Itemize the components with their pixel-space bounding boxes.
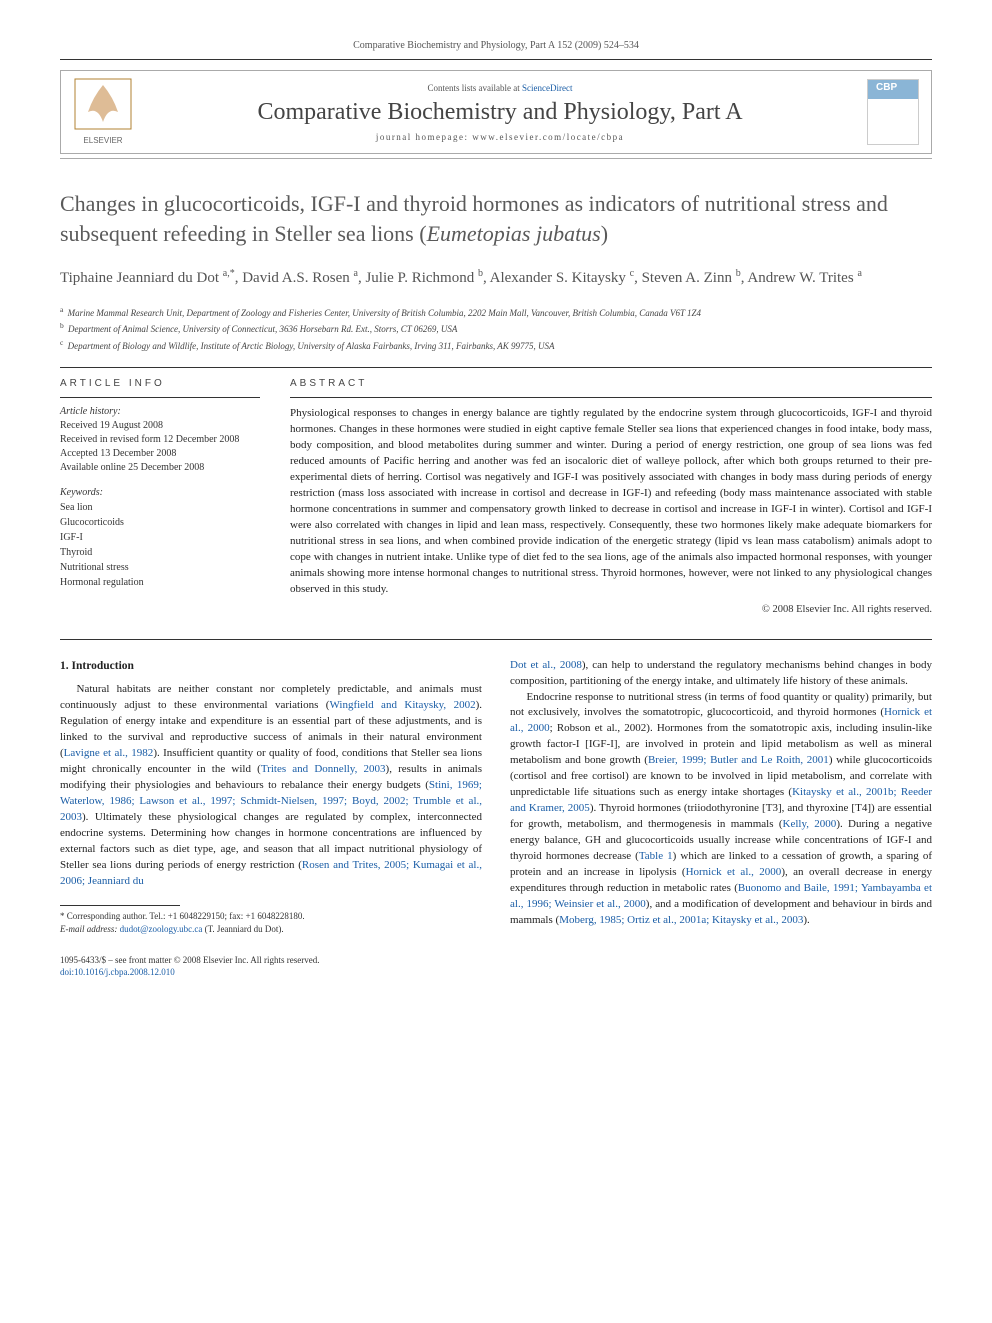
citation-link[interactable]: Hornick et al., 2000 [510,706,932,734]
info-abstract-row: ARTICLE INFO Article history: Received 1… [60,378,932,614]
citation-link[interactable]: Stini, 1969; Waterlow, 1986; Lawson et a… [60,779,482,823]
history-text: Received 19 August 2008Received in revis… [60,419,260,475]
author-list: Tiphaine Jeanniard du Dot a,*, David A.S… [60,266,932,290]
contents-prefix: Contents lists available at [428,83,522,93]
corresponding-footnote: * Corresponding author. Tel.: +1 6048229… [60,910,482,935]
citation-link[interactable]: Trites and Donnelly, 2003 [261,763,386,775]
article-info-heading: ARTICLE INFO [60,378,260,389]
intro-para-2: Endocrine response to nutritional stress… [510,690,932,929]
keywords-heading: Keywords: [60,487,260,498]
intro-heading: 1. Introduction [60,658,482,675]
citation-link[interactable]: Buonomo and Baile, 1991; Yambayamba et a… [510,882,932,910]
affiliation-a: a Marine Mammal Research Unit, Departmen… [60,304,932,321]
abstract-text: Physiological responses to changes in en… [290,406,932,597]
elsevier-logo: ELSEVIER [73,82,133,142]
abstract: ABSTRACT Physiological responses to chan… [290,378,932,614]
title-text-post: ) [601,221,608,246]
running-head: Comparative Biochemistry and Physiology,… [60,40,932,51]
body-col-right: Dot et al., 2008), can help to understan… [510,658,932,979]
info-subrule [60,397,260,398]
masthead-center: Contents lists available at ScienceDirec… [133,83,867,142]
affiliation-c: c Department of Biology and Wildlife, In… [60,337,932,354]
journal-title: Comparative Biochemistry and Physiology,… [133,99,867,126]
abstract-subrule [290,397,932,398]
history-heading: Article history: [60,406,260,417]
journal-homepage: journal homepage: www.elsevier.com/locat… [133,132,867,142]
citation-link[interactable]: Kelly, 2000 [783,818,837,830]
citation-link[interactable]: Table 1 [639,850,673,862]
keywords-list: Sea lionGlucocorticoidsIGF-IThyroidNutri… [60,500,260,590]
top-rule [60,59,932,60]
email-label: E-mail address: [60,924,117,934]
abstract-copyright: © 2008 Elsevier Inc. All rights reserved… [290,604,932,615]
title-species: Eumetopias jubatus [427,221,601,246]
citation-link[interactable]: Kitaysky et al., 2001b; Reeder and Krame… [510,786,932,814]
body-col-left: 1. Introduction Natural habitats are nei… [60,658,482,979]
article-title: Changes in glucocorticoids, IGF-I and th… [60,189,932,248]
footnote-rule [60,905,180,906]
body-rule [60,639,932,640]
info-rule [60,367,932,368]
citation-link[interactable]: Lavigne et al., 1982 [64,747,154,759]
intro-para-1: Natural habitats are neither constant no… [60,682,482,889]
sciencedirect-link[interactable]: ScienceDirect [522,83,572,93]
doi-line: doi:10.1016/j.cbpa.2008.12.010 [60,966,482,979]
citation-link[interactable]: Breier, 1999; Butler and Le Roith, 2001 [648,754,829,766]
abstract-heading: ABSTRACT [290,378,932,389]
body-columns: 1. Introduction Natural habitats are nei… [60,658,932,979]
affiliations: a Marine Mammal Research Unit, Departmen… [60,304,932,354]
corr-line: * Corresponding author. Tel.: +1 6048229… [60,910,482,923]
issn-line: 1095-6433/$ – see front matter © 2008 El… [60,954,482,967]
masthead: ELSEVIER Contents lists available at Sci… [60,70,932,154]
intro-para-1-cont: Dot et al., 2008), can help to understan… [510,658,932,690]
doi-link[interactable]: doi:10.1016/j.cbpa.2008.12.010 [60,967,175,977]
corr-email-name: (T. Jeanniard du Dot). [205,924,284,934]
journal-cover-thumb [867,79,919,145]
affiliation-b: b Department of Animal Science, Universi… [60,320,932,337]
corr-email-link[interactable]: dudot@zoology.ubc.ca [120,924,203,934]
citation-link[interactable]: Dot et al., 2008 [510,659,582,671]
citation-link[interactable]: Rosen and Trites, 2005; Kumagai et al., … [60,859,482,887]
citation-link[interactable]: Moberg, 1985; Ortiz et al., 2001a; Kitay… [559,914,803,926]
svg-text:ELSEVIER: ELSEVIER [83,136,122,145]
citation-link[interactable]: Wingfield and Kitaysky, 2002 [329,699,475,711]
email-line: E-mail address: dudot@zoology.ubc.ca (T.… [60,923,482,936]
footer-block: 1095-6433/$ – see front matter © 2008 El… [60,954,482,979]
contents-line: Contents lists available at ScienceDirec… [133,83,867,93]
citation-link[interactable]: Hornick et al., 2000 [686,866,782,878]
mid-rule [60,158,932,159]
article-info: ARTICLE INFO Article history: Received 1… [60,378,260,614]
